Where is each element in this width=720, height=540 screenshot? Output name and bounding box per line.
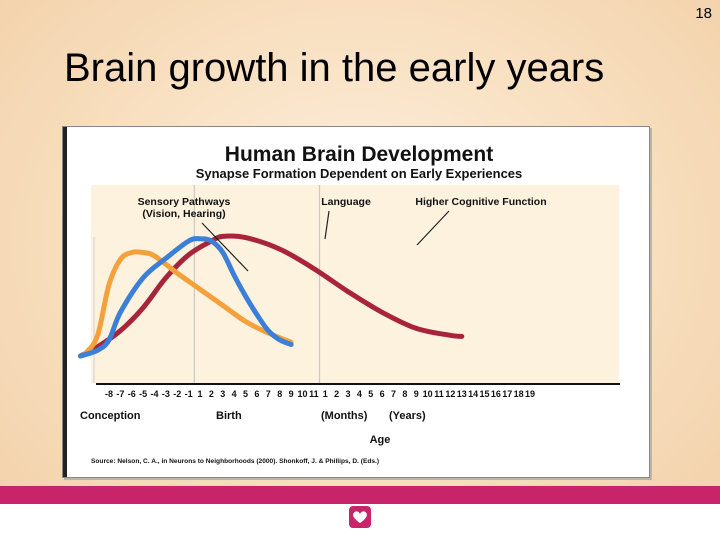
sensory-pointer-line: [201, 222, 249, 272]
language-pointer-line: [324, 210, 330, 240]
x-tick-label: 14: [468, 389, 478, 399]
plot-background: [91, 185, 619, 383]
curves: [78, 233, 465, 359]
x-tick-label: 8: [277, 389, 282, 399]
x-tick-label: 1: [198, 389, 203, 399]
chart-title: Human Brain Development: [225, 143, 493, 166]
cognitive-label: Higher Cognitive Function: [415, 196, 546, 208]
x-tick-label: 10: [423, 389, 433, 399]
years-label: (Years): [389, 410, 426, 422]
months-label: (Months): [321, 410, 368, 422]
x-tick-label: 11: [309, 389, 319, 399]
x-tick-label: -5: [139, 389, 147, 399]
x-tick-label: -6: [128, 389, 136, 399]
chart-figure: Human Brain Development Synapse Formatio…: [62, 126, 650, 478]
x-tick-label: 2: [334, 389, 339, 399]
x-tick-label: -1: [185, 389, 193, 399]
series-labels: Sensory Pathways (Vision, Hearing) Languag…: [138, 196, 547, 272]
language-curve: [78, 236, 294, 359]
birth-label: Birth: [216, 410, 242, 422]
cognitive-pointer-line: [416, 210, 450, 246]
x-tick-label: 3: [220, 389, 225, 399]
x-tick-label: 7: [266, 389, 271, 399]
x-tick-label: 10: [297, 389, 307, 399]
heart-logo-icon: [349, 506, 371, 528]
x-tick-label: -4: [151, 389, 159, 399]
source-note: Source: Nelson, C. A., in Neurons to Nei…: [91, 458, 379, 465]
x-tick-label: 1: [323, 389, 328, 399]
x-tick-label: 8: [402, 389, 407, 399]
x-tick-label: -3: [162, 389, 170, 399]
footer-band: [0, 486, 720, 504]
x-axis-label: Age: [370, 434, 391, 446]
x-tick-label: 12: [445, 389, 455, 399]
x-tick-label: 13: [457, 389, 467, 399]
figure-left-edge: [63, 127, 67, 477]
x-tick-label: 6: [380, 389, 385, 399]
x-tick-label: 19: [525, 389, 535, 399]
x-tick-label: 6: [254, 389, 259, 399]
x-tick-label: 18: [514, 389, 524, 399]
language-label: Language: [321, 196, 371, 208]
x-tick-label: 4: [357, 389, 362, 399]
x-tick-label: 11: [434, 389, 444, 399]
x-tick-label: 2: [209, 389, 214, 399]
page-number: 18: [695, 5, 712, 22]
x-tick-labels: -8 -7 -6 -5 -4 -3 -2 -1 1 2 3 4 5 6 7 8 9 10 11 1 2 3 4 5 6 7 8 9 10…: [105, 389, 535, 399]
sensory-label: Sensory Pathways (Vision, Hearing): [138, 196, 231, 220]
x-tick-label: 5: [243, 389, 248, 399]
x-tick-label: -2: [173, 389, 181, 399]
conception-label: Conception: [80, 410, 141, 422]
x-tick-label: 4: [232, 389, 237, 399]
x-tick-label: 7: [391, 389, 396, 399]
x-tick-label: 9: [289, 389, 294, 399]
x-tick-label: 9: [414, 389, 419, 399]
x-tick-label: 16: [491, 389, 501, 399]
x-tick-label: 17: [502, 389, 512, 399]
x-tick-label: -8: [105, 389, 113, 399]
chart-subtitle: Synapse Formation Dependent on Early Exp…: [196, 166, 523, 181]
brain-development-chart: Human Brain Development Synapse Formatio…: [78, 143, 620, 465]
x-tick-label: -7: [116, 389, 124, 399]
x-tick-label: 15: [480, 389, 490, 399]
slide-title: Brain growth in the early years: [64, 46, 605, 90]
x-tick-label: 3: [345, 389, 350, 399]
x-tick-label: 5: [368, 389, 373, 399]
cognitive-curve: [78, 233, 465, 359]
sensory-curve: [78, 249, 294, 359]
